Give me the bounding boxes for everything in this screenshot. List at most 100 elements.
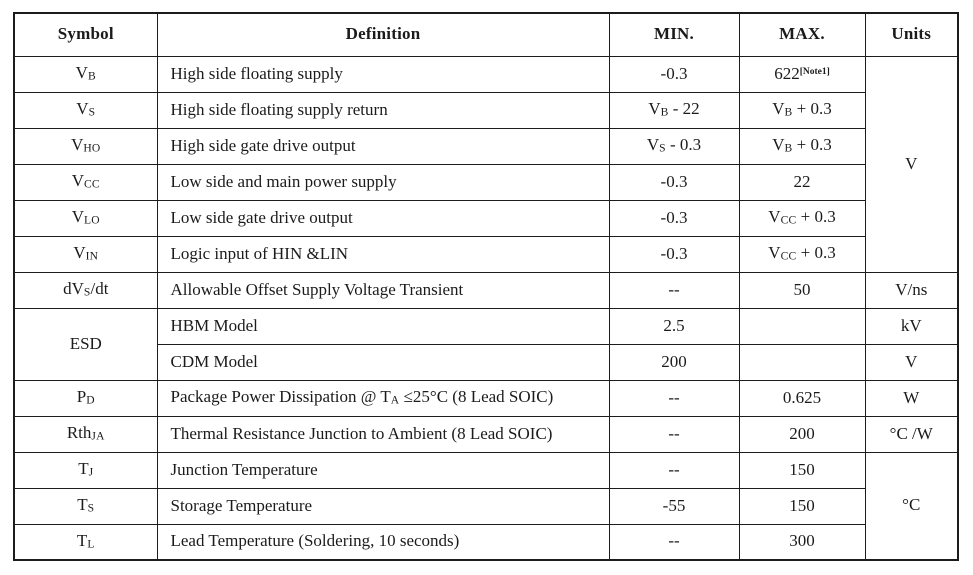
table-row-vs: VS High side floating supply return VB -… — [13, 91, 958, 129]
col-header-max: MAX. — [738, 12, 866, 57]
table-row-rthja: RthJA Thermal Resistance Junction to Amb… — [13, 415, 959, 453]
table-row-ts: TS Storage Temperature -55 150 — [13, 487, 958, 525]
table-row-esd-hbm: ESD HBM Model 2.5 kV — [13, 307, 959, 381]
cell-pd-min: -- — [608, 379, 740, 417]
cell-tl-definition: Lead Temperature (Soldering, 10 seconds) — [156, 523, 610, 561]
cell-vs-definition: High side floating supply return — [156, 91, 610, 129]
max-text: + 0.3 — [792, 99, 832, 119]
cell-vb-max: 622[Note1] — [738, 55, 866, 93]
cell-tj-definition: Junction Temperature — [156, 451, 610, 489]
cell-vs-symbol: VS — [13, 91, 158, 129]
cell-vlo-symbol: VLO — [13, 199, 158, 237]
cell-vin-min: -0.3 — [608, 235, 740, 273]
cell-dvsdt-min: -- — [608, 271, 740, 309]
table-row-vho: VHO High side gate drive output VS - 0.3… — [13, 127, 958, 165]
cell-vho-min: VS - 0.3 — [608, 127, 740, 165]
min-text: V — [648, 99, 661, 119]
table-row-vlo: VLO Low side gate drive output -0.3 VCC … — [13, 199, 958, 237]
cell-dvsdt-symbol: dVS/dt — [13, 271, 158, 309]
max-text: + 0.3 — [796, 207, 836, 227]
cell-ts-symbol: TS — [13, 487, 158, 525]
max-text: V — [772, 135, 785, 155]
cell-ts-definition: Storage Temperature — [156, 487, 610, 525]
max-text: + 0.3 — [796, 243, 836, 263]
symbol-text: T — [77, 495, 88, 515]
cell-vcc-min: -0.3 — [608, 163, 740, 201]
table-row-tl: TL Lead Temperature (Soldering, 10 secon… — [13, 523, 958, 561]
cell-vho-symbol: VHO — [13, 127, 158, 165]
col-header-min: MIN. — [608, 12, 740, 57]
symbol-subscript: S — [88, 105, 96, 119]
col-header-definition: Definition — [156, 12, 610, 57]
cell-units-voltage-group: V — [864, 55, 959, 273]
table-row-vin: VIN Logic input of HIN &LIN -0.3 VCC + 0… — [13, 235, 958, 273]
cell-vcc-max: 22 — [738, 163, 866, 201]
cell-vs-min: VB - 22 — [608, 91, 740, 129]
cell-tl-symbol: TL — [13, 523, 158, 561]
cell-tl-min: -- — [608, 523, 740, 561]
cell-esd-cdm-max — [738, 343, 866, 381]
abs-max-ratings-table: Symbol Definition MIN. MAX. Units VB Hig… — [13, 12, 959, 561]
cell-tj-symbol: TJ — [13, 451, 158, 489]
max-subscript: B — [784, 105, 793, 119]
symbol-subscript: J — [88, 465, 94, 479]
cell-tl-max: 300 — [738, 523, 866, 561]
symbol-text: V — [71, 171, 84, 191]
cell-dvsdt-units: V/ns — [864, 271, 959, 309]
max-text: V — [768, 207, 781, 227]
min-subscript: B — [660, 105, 669, 119]
symbol-text: V — [76, 99, 89, 119]
symbol-text: T — [78, 459, 89, 479]
table-row-vcc: VCC Low side and main power supply -0.3 … — [13, 163, 958, 201]
cell-rthja-min: -- — [608, 415, 740, 453]
symbol-text: P — [76, 387, 87, 407]
definition-text: ≤25°C (8 Lead SOIC) — [399, 387, 554, 407]
cell-esd-hbm-min: 2.5 — [608, 307, 740, 345]
cell-pd-max: 0.625 — [738, 379, 866, 417]
cell-pd-units: W — [864, 379, 959, 417]
symbol-subscript: CC — [83, 177, 100, 191]
cell-esd-symbol: ESD — [13, 307, 158, 381]
cell-vlo-definition: Low side gate drive output — [156, 199, 610, 237]
symbol-subscript: LO — [83, 213, 100, 227]
cell-esd-cdm-min: 200 — [608, 343, 740, 381]
symbol-subscript: JA — [91, 429, 105, 443]
symbol-subscript: S — [83, 285, 91, 299]
cell-pd-symbol: PD — [13, 379, 158, 417]
cell-esd-hbm-units: kV — [864, 307, 959, 345]
cell-vlo-max: VCC + 0.3 — [738, 199, 866, 237]
symbol-text: T — [76, 531, 88, 551]
cell-units-temperature-group: °C — [864, 451, 959, 561]
cell-esd-hbm-definition: HBM Model — [156, 307, 610, 345]
cell-vho-definition: High side gate drive output — [156, 127, 610, 165]
cell-esd-hbm-max — [738, 307, 866, 345]
symbol-text: Rth — [66, 423, 92, 443]
cell-vcc-definition: Low side and main power supply — [156, 163, 610, 201]
cell-vcc-symbol: VCC — [13, 163, 158, 201]
min-text: - 0.3 — [665, 135, 702, 155]
max-value: 622 — [774, 63, 800, 83]
symbol-text: /dt — [90, 279, 109, 299]
table-row-vb: VB High side floating supply -0.3 622[No… — [13, 55, 959, 273]
cell-vb-definition: High side floating supply — [156, 55, 610, 93]
cell-vho-max: VB + 0.3 — [738, 127, 866, 165]
symbol-subscript: L — [87, 537, 95, 551]
definition-text: Package Power Dissipation @ T — [170, 387, 391, 407]
cell-tj-min: -- — [608, 451, 740, 489]
max-text: V — [772, 99, 785, 119]
table-header-row: Symbol Definition MIN. MAX. Units — [13, 12, 959, 57]
cell-vin-max: VCC + 0.3 — [738, 235, 866, 273]
table-row-pd: PD Package Power Dissipation @ TA ≤25°C … — [13, 379, 959, 417]
cell-ts-max: 150 — [738, 487, 866, 525]
cell-vb-min: -0.3 — [608, 55, 740, 93]
symbol-subscript: HO — [83, 141, 101, 155]
cell-vlo-min: -0.3 — [608, 199, 740, 237]
cell-rthja-symbol: RthJA — [13, 415, 158, 453]
symbol-text: V — [73, 243, 86, 263]
note-superscript: [Note1] — [799, 66, 830, 77]
symbol-subscript: IN — [85, 249, 99, 263]
cell-vs-max: VB + 0.3 — [738, 91, 866, 129]
cell-dvsdt-definition: Allowable Offset Supply Voltage Transien… — [156, 271, 610, 309]
cell-vb-symbol: VB — [13, 55, 158, 93]
max-text: V — [768, 243, 781, 263]
